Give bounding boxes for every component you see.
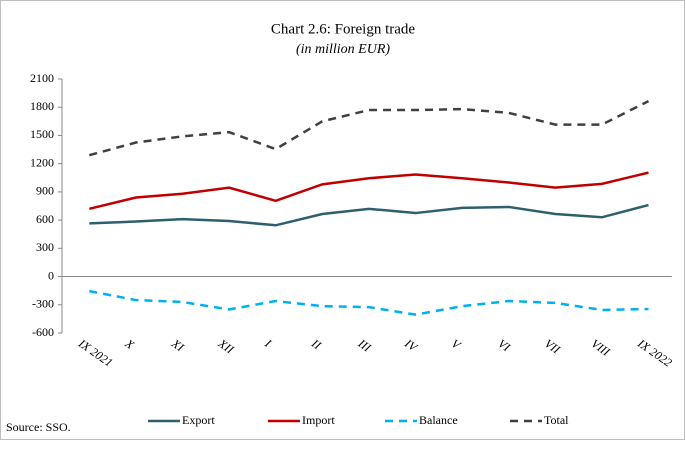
chart-border — [0, 0, 685, 440]
y-tick-label: -300 — [32, 297, 54, 311]
y-tick-label: 1800 — [30, 99, 54, 113]
legend-label: Total — [544, 413, 569, 427]
y-tick-label: -600 — [32, 325, 54, 339]
series-line — [88, 99, 650, 157]
y-tick-label: 0 — [48, 268, 54, 282]
series-line — [89, 203, 649, 227]
chart-title: Chart 2.6: Foreign trade — [271, 21, 415, 37]
legend-label: Import — [302, 413, 335, 427]
chart-subtitle: (in million EUR) — [296, 42, 390, 57]
source-note: Source: SSO. — [6, 420, 71, 434]
y-tick-label: 300 — [36, 240, 54, 254]
series-line — [89, 171, 649, 211]
y-tick-label: 1200 — [30, 155, 54, 169]
y-tick-label: 900 — [36, 184, 54, 198]
y-tick-label: 1500 — [30, 127, 54, 141]
y-tick-label: 600 — [36, 212, 54, 226]
legend-label: Balance — [419, 413, 458, 427]
legend-label: Export — [182, 413, 215, 427]
y-tick-label: 2100 — [30, 71, 54, 85]
series-line — [89, 289, 649, 316]
